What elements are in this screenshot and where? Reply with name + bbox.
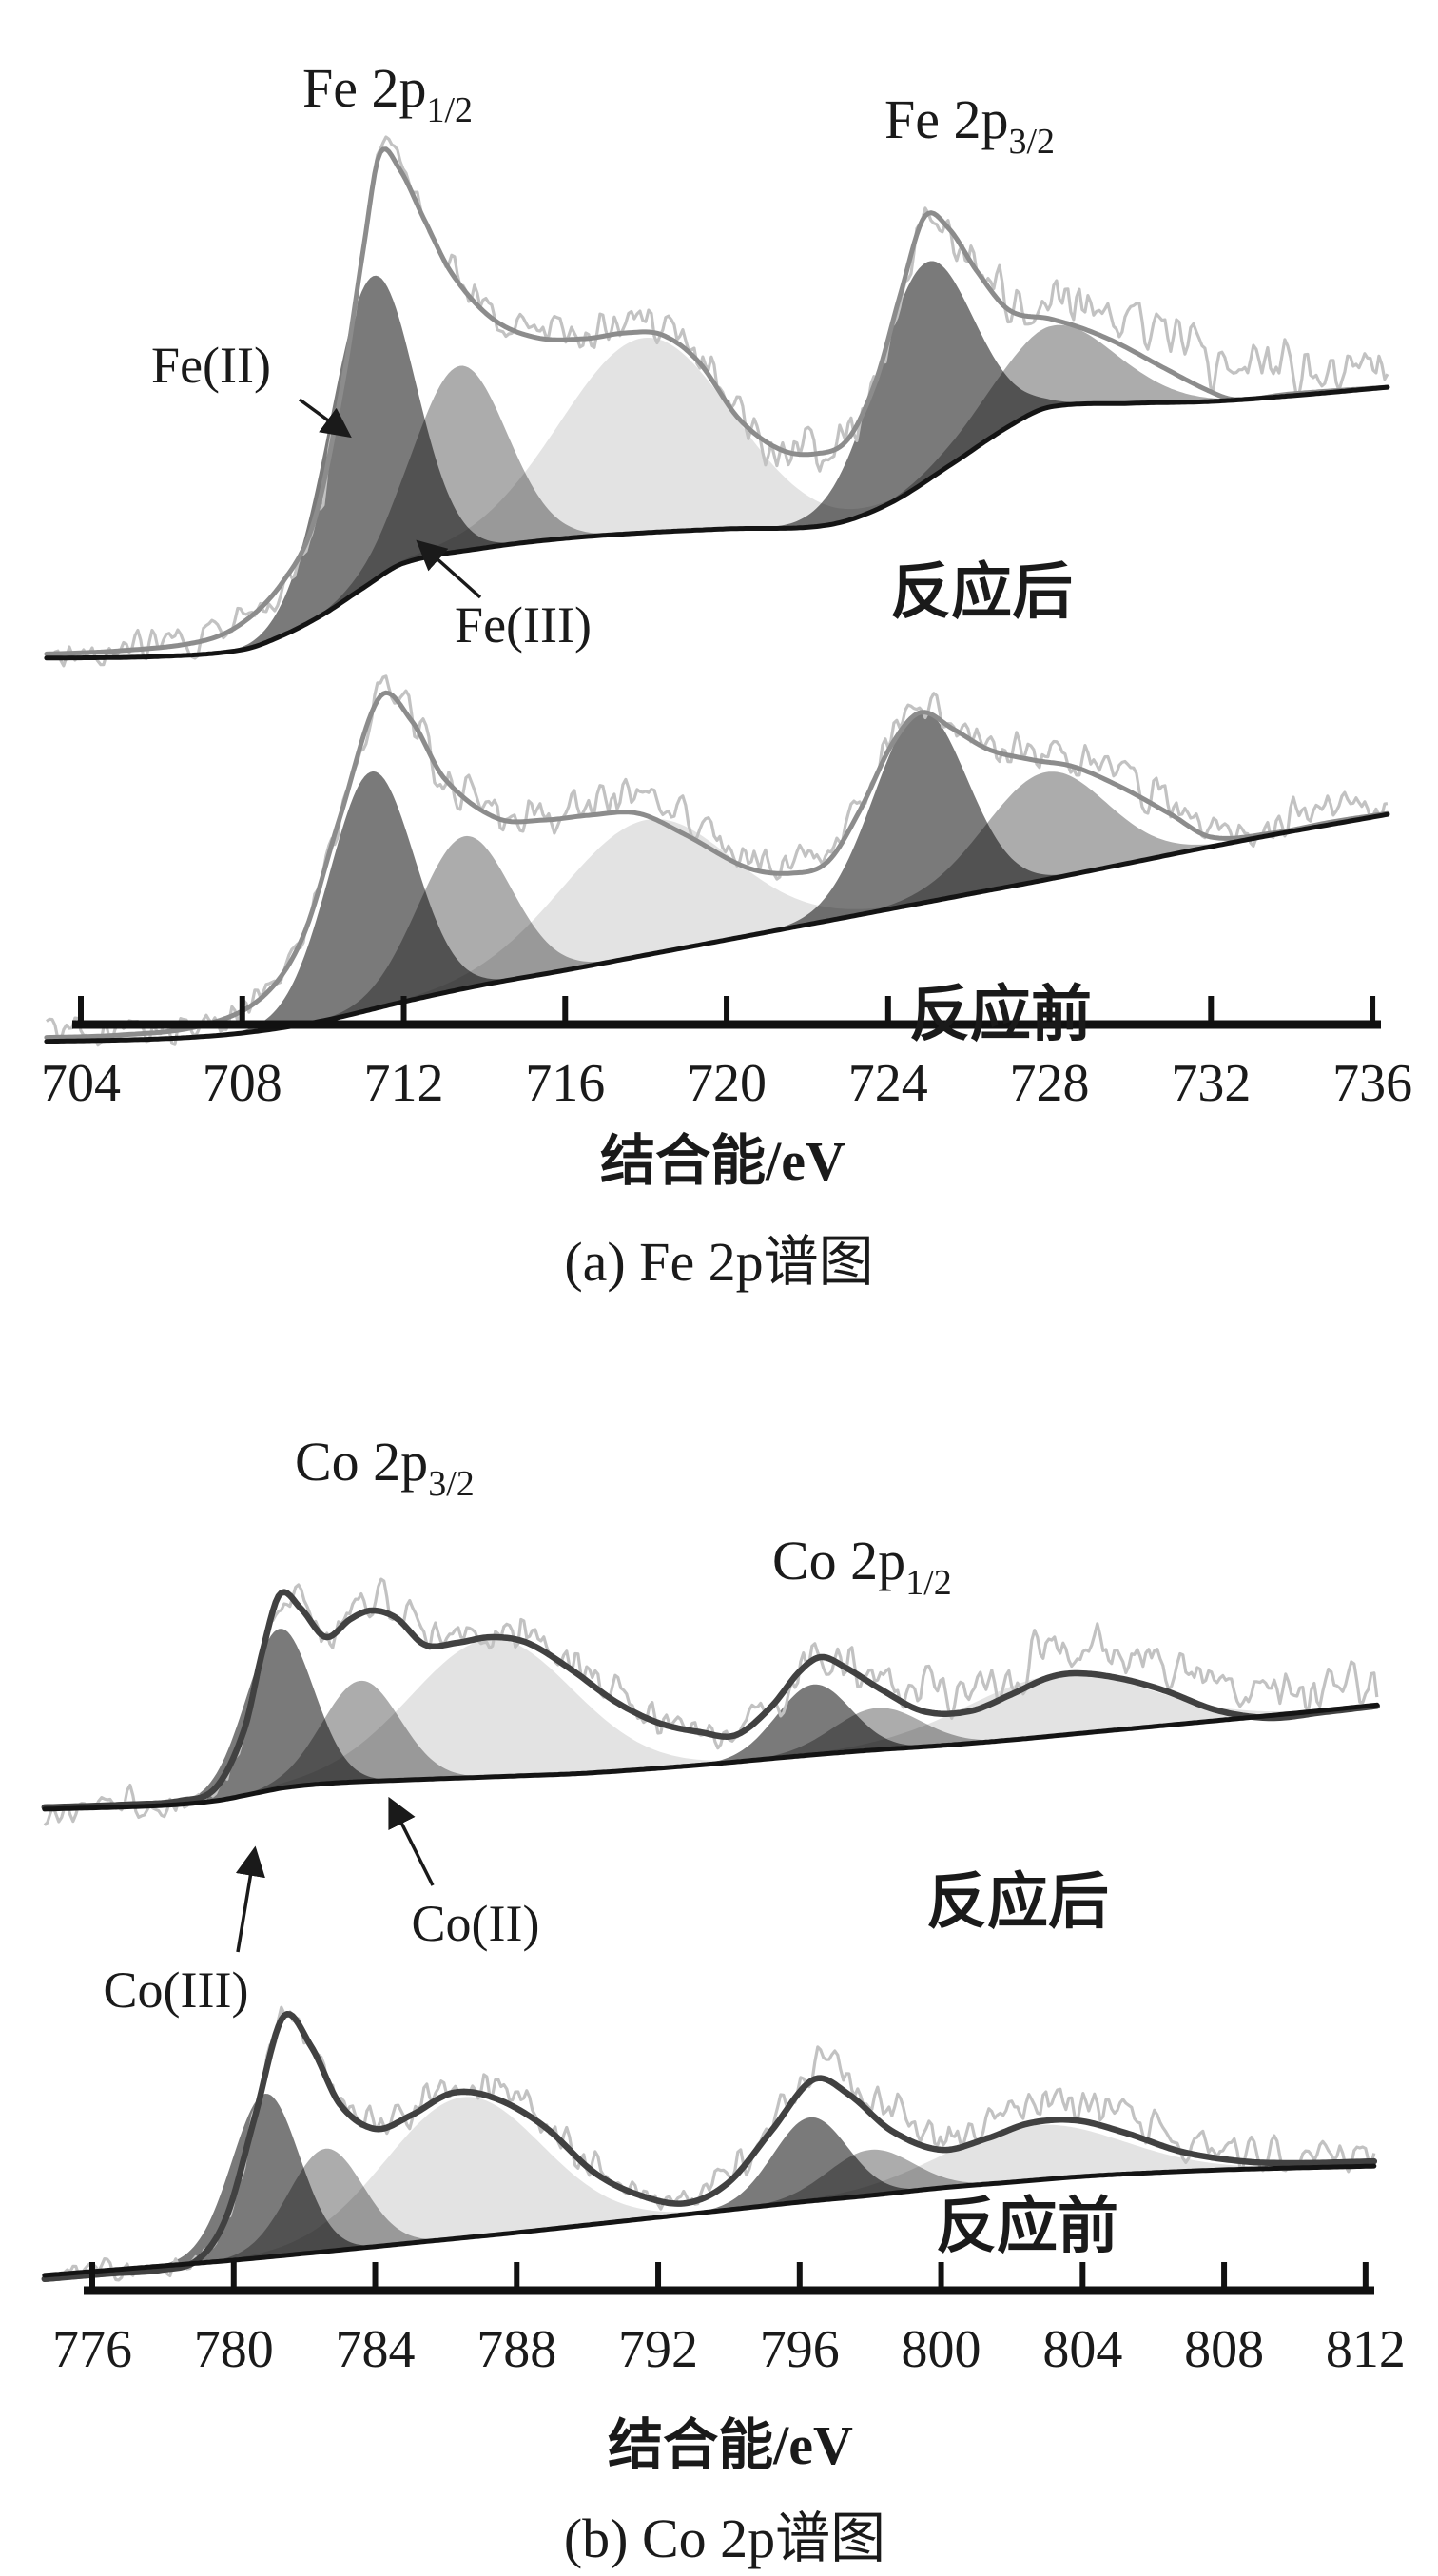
species-annotation-label: Fe(III) (455, 596, 592, 654)
component-peak-light (679, 2124, 1376, 2215)
component-peak-medium (803, 771, 1286, 926)
x-tick-label: 788 (476, 2320, 556, 2379)
curve-state-label: 反应后 (890, 558, 1073, 626)
x-tick-label: 776 (52, 2320, 132, 2379)
component-peak-light (152, 2097, 775, 2267)
x-tick-label: 808 (1184, 2320, 1264, 2379)
raw-noise-trace (45, 674, 1389, 1047)
x-tick-label: 704 (41, 1054, 121, 1113)
annotation-arrow (416, 539, 482, 599)
spectrum-before-reaction (44, 674, 1390, 1047)
annotation-arrow (298, 398, 352, 439)
x-tick-label: 812 (1326, 2320, 1406, 2379)
component-peak-dark (730, 261, 1117, 529)
peak-region-label: Fe 2p1/2 (302, 57, 473, 130)
panel-caption: (a) Fe 2p谱图 (564, 1231, 873, 1293)
x-tick-label: 796 (760, 2320, 840, 2379)
species-annotation-label: Co(III) (104, 1961, 249, 2019)
x-tick-label: 736 (1332, 1054, 1412, 1113)
spectrum-after-reaction (44, 135, 1390, 668)
component-peak-medium (274, 365, 646, 639)
x-tick-label: 716 (525, 1054, 605, 1113)
component-peak-medium (700, 2149, 1040, 2214)
component-peak-medium (279, 835, 650, 1028)
peak-region-label: Co 2p3/2 (295, 1431, 475, 1504)
spectrum-after-reaction (41, 1577, 1381, 1826)
x-tick-label: 712 (364, 1054, 444, 1113)
peak-region-label: Co 2p1/2 (772, 1530, 952, 1603)
background-baseline (42, 1702, 1380, 1812)
x-tick-label: 708 (203, 1054, 282, 1113)
background-baseline (44, 384, 1390, 661)
background-baseline (42, 2163, 1377, 2278)
x-tick-label: 804 (1042, 2320, 1122, 2379)
x-tick-label: 780 (194, 2320, 274, 2379)
component-peak-light (306, 338, 983, 624)
annotation-arrow (388, 1796, 435, 1886)
x-tick-label: 728 (1010, 1054, 1090, 1113)
fit-envelope-curve (44, 146, 1390, 656)
background-baseline (44, 811, 1390, 1044)
annotation-arrow (235, 1845, 265, 1953)
x-tick-label: 800 (902, 2320, 981, 2379)
x-axis-title: 结合能/eV (608, 2414, 853, 2476)
fit-envelope-curve (41, 1589, 1381, 1811)
x-tick-label: 792 (618, 2320, 698, 2379)
x-axis-title: 结合能/eV (600, 1130, 845, 1192)
peak-region-label: Fe 2p3/2 (884, 88, 1055, 162)
fit-envelope-curve (41, 2010, 1378, 2283)
x-tick-label: 720 (687, 1054, 767, 1113)
component-peak-light (690, 1673, 1378, 1766)
panel-caption: (b) Co 2p谱图 (564, 2508, 885, 2569)
component-peak-light (166, 1638, 818, 1805)
panel-b: 776 780 784 788 792 796 800 804 808 812 结合能/eV (b) … (41, 1431, 1406, 2569)
x-tick-label: 784 (336, 2320, 416, 2379)
curve-state-label: 反应前 (936, 2193, 1118, 2260)
species-annotation-label: Fe(II) (151, 337, 271, 394)
x-tick-label: 732 (1171, 1054, 1251, 1113)
x-axis: 704 708 712 716 720 724 728 732 736 结合能/eV (41, 996, 1412, 1192)
curve-state-label: 反应前 (909, 981, 1092, 1048)
x-tick-label: 724 (848, 1054, 928, 1113)
panel-a: 704 708 712 716 720 724 728 732 736 结合能/eV (a) Fe … (41, 57, 1412, 1293)
species-annotation-label: Co(II) (412, 1895, 540, 1952)
component-peak-dark (202, 275, 539, 654)
x-axis: 776 780 784 788 792 796 800 804 808 812 结合能/eV (52, 2262, 1406, 2476)
fit-envelope-curve (44, 690, 1390, 1041)
spectrum-before-reaction (41, 2005, 1378, 2283)
component-peak-dark (130, 2094, 399, 2269)
component-peak-medium (700, 1708, 1052, 1766)
component-peak-light (306, 819, 983, 1025)
curve-state-label: 反应后 (926, 1868, 1109, 1936)
